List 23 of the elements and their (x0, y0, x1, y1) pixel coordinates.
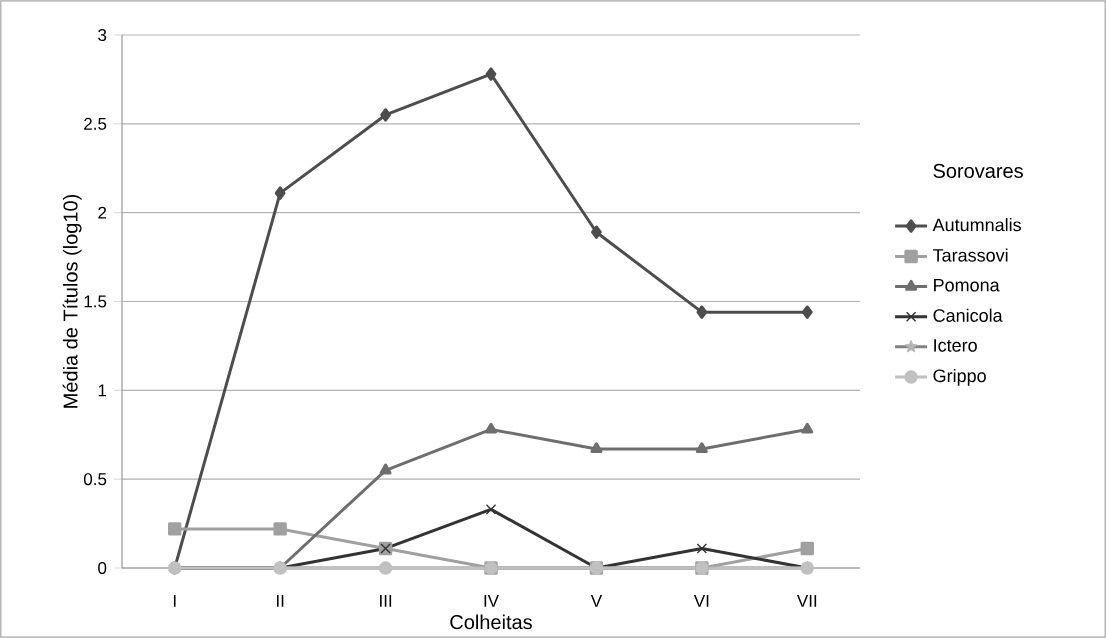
y-tick-label: 3 (98, 29, 107, 42)
y-axis-title: Média de Títulos (log10) (62, 194, 82, 408)
x-tick-label: III (380, 595, 392, 607)
x-tick-label: VII (796, 595, 817, 607)
x-tick-label: VI (693, 595, 709, 607)
legend-label: Canicola (933, 308, 1003, 322)
legend-label: Ictero (934, 339, 977, 352)
legend-label: Pomona (934, 278, 1000, 292)
y-tick-label: 0.5 (83, 473, 107, 486)
y-tick-label: 2.5 (84, 117, 107, 130)
x-tick-label: IV (484, 595, 499, 607)
y-tick-label: 0 (98, 562, 107, 575)
y-tick-label: 2 (98, 206, 107, 219)
legend-label: Grippo (933, 368, 986, 386)
x-tick-label: V (590, 595, 603, 607)
legend-label: Tarassovi (933, 248, 1008, 262)
legend-label: Autumnalis (932, 218, 1021, 232)
x-axis-title: Colheitas (450, 614, 532, 630)
x-tick-label: II (276, 595, 284, 607)
x-tick-label: I (173, 595, 176, 607)
y-tick-label: 1.5 (84, 295, 107, 308)
legend-title: Sorovares (933, 163, 1023, 178)
y-tick-label: 1 (98, 384, 107, 397)
